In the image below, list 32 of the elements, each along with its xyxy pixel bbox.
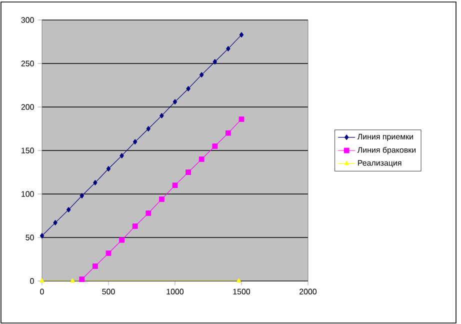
point <box>132 223 138 229</box>
point <box>66 206 71 212</box>
point <box>93 180 98 186</box>
point <box>160 112 164 118</box>
point <box>172 99 178 104</box>
point <box>106 250 112 256</box>
point <box>70 278 75 282</box>
point <box>53 220 58 226</box>
point <box>198 156 204 162</box>
point <box>40 233 44 238</box>
point <box>119 237 124 243</box>
point <box>133 139 138 144</box>
point <box>186 86 190 92</box>
point <box>238 116 244 122</box>
point <box>226 46 230 52</box>
point <box>79 276 85 282</box>
point <box>239 32 244 38</box>
point <box>146 210 152 216</box>
point <box>146 126 150 132</box>
point <box>80 193 84 198</box>
point <box>106 166 111 172</box>
point <box>226 130 231 136</box>
point <box>159 196 164 202</box>
point <box>40 278 44 282</box>
point <box>92 264 98 269</box>
point <box>200 72 204 78</box>
point <box>172 182 178 188</box>
point <box>120 153 124 158</box>
point <box>236 278 242 282</box>
point <box>212 59 217 64</box>
point <box>186 170 191 175</box>
point <box>212 143 218 149</box>
